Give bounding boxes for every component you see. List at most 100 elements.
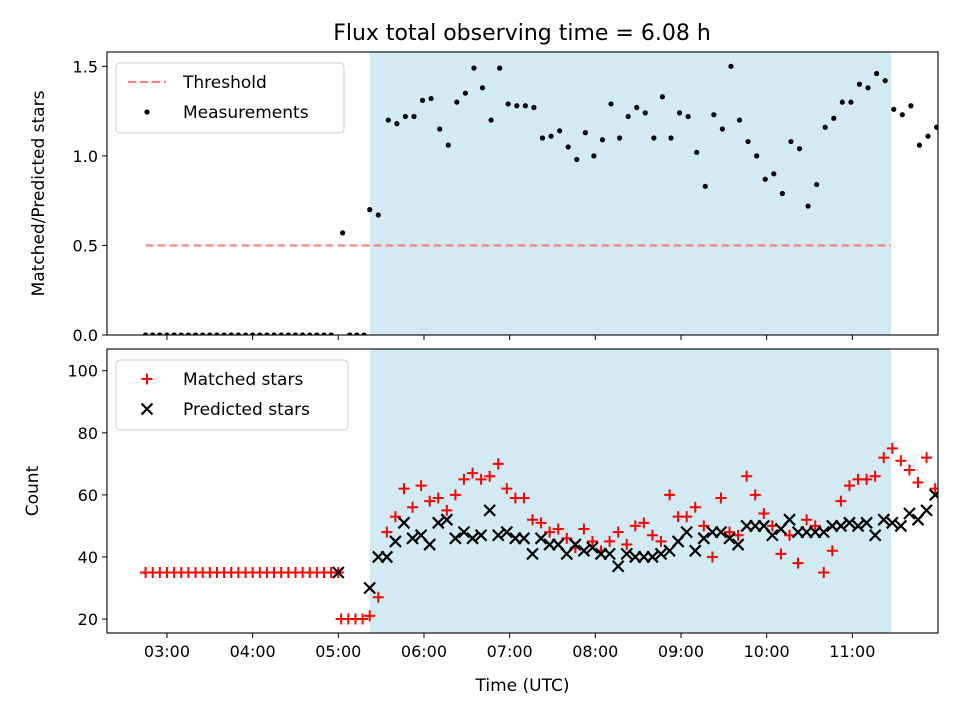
matched-stars-point bbox=[526, 514, 538, 526]
measurements-point bbox=[185, 332, 191, 335]
predicted-stars-point bbox=[569, 538, 582, 551]
predicted-stars-point bbox=[380, 550, 394, 564]
matched-stars-point bbox=[869, 470, 881, 482]
predicted-stars-point bbox=[714, 525, 728, 539]
x-tick-label: 11:00 bbox=[829, 642, 875, 661]
y-tick-label: 20 bbox=[78, 610, 98, 629]
measurements-point bbox=[616, 135, 623, 141]
measurements-point bbox=[557, 128, 563, 134]
matched-stars-point bbox=[758, 508, 770, 520]
measurements-point bbox=[271, 332, 277, 335]
x-tick-label: 05:00 bbox=[315, 642, 361, 661]
matched-stars-point bbox=[646, 529, 658, 541]
predicted-stars-point bbox=[577, 544, 591, 558]
measurements-point bbox=[257, 332, 263, 335]
predicted-stars-point bbox=[363, 581, 376, 595]
legend-matched-stars-swatch bbox=[141, 373, 153, 385]
matched-stars-point bbox=[484, 470, 496, 482]
matched-stars-point bbox=[475, 473, 487, 485]
observing-window bbox=[369, 349, 891, 633]
matched-stars-point bbox=[835, 495, 847, 507]
x-tick-label: 06:00 bbox=[401, 642, 447, 661]
measurements-point bbox=[805, 203, 811, 209]
measurements-point bbox=[788, 138, 794, 145]
predicted-stars-point bbox=[723, 532, 736, 545]
measurements-point bbox=[347, 332, 353, 335]
y-tick-label: 1.5 bbox=[73, 57, 98, 76]
measurements-point bbox=[831, 115, 837, 121]
measurements-point bbox=[307, 332, 313, 335]
measurements-point bbox=[497, 65, 503, 71]
measurements-point bbox=[694, 149, 700, 155]
chart-title: Flux total observing time = 6.08 h bbox=[333, 21, 711, 46]
measurements-point bbox=[856, 81, 863, 87]
matched-stars-point bbox=[372, 591, 384, 603]
matched-stars-point bbox=[749, 489, 761, 501]
y-tick-label: 80 bbox=[78, 424, 98, 443]
measurements-point bbox=[908, 103, 914, 109]
measurements-point bbox=[221, 332, 227, 335]
matched-stars-point bbox=[638, 517, 650, 529]
matched-stars-point bbox=[441, 504, 453, 516]
matched-stars-point bbox=[586, 535, 598, 547]
y-axis-label: Count bbox=[23, 465, 43, 516]
measurements-point bbox=[599, 137, 606, 143]
measurements-point bbox=[754, 153, 760, 159]
measurements-point bbox=[402, 113, 409, 120]
measurements-point bbox=[762, 176, 768, 182]
predicted-stars-point bbox=[406, 532, 419, 545]
measurements-point bbox=[925, 133, 931, 139]
predicted-stars-point bbox=[440, 513, 454, 526]
matched-stars-point bbox=[766, 520, 778, 532]
legend-threshold-label: Threshold bbox=[182, 73, 267, 93]
predicted-stars-point bbox=[491, 528, 505, 542]
matched-stars-point bbox=[432, 492, 444, 504]
measurements-point bbox=[591, 153, 597, 159]
measurements-point bbox=[454, 99, 460, 105]
matched-stars-point bbox=[929, 483, 938, 495]
measurements-point bbox=[292, 332, 299, 335]
measurements-point bbox=[164, 332, 170, 335]
matched-stars-point bbox=[681, 511, 693, 523]
predicted-stars-point bbox=[332, 566, 345, 579]
measurements-point bbox=[574, 156, 580, 163]
measurements-point bbox=[394, 121, 400, 127]
x-tick-label: 07:00 bbox=[487, 642, 533, 661]
predicted-stars-point bbox=[766, 528, 779, 542]
measurements-point bbox=[339, 230, 346, 236]
predicted-stars-point bbox=[817, 525, 831, 539]
predicted-stars-point bbox=[620, 547, 634, 561]
measurements-point bbox=[242, 332, 249, 335]
matched-stars-point bbox=[407, 501, 419, 513]
measurements-point bbox=[771, 171, 777, 177]
measurements-point bbox=[300, 332, 306, 335]
predicted-stars-point bbox=[586, 541, 599, 554]
measurements-point bbox=[796, 146, 803, 152]
measurements-point bbox=[548, 133, 554, 139]
measurements-point bbox=[411, 113, 417, 120]
measurements-point bbox=[933, 124, 938, 130]
measurements-point bbox=[745, 138, 751, 145]
predicted-stars-point bbox=[517, 532, 531, 545]
matched-stars-point bbox=[458, 473, 470, 485]
matched-stars-point bbox=[424, 495, 436, 507]
matched-stars-point bbox=[903, 464, 915, 476]
legend-box bbox=[115, 359, 349, 431]
x-tick-label: 04:00 bbox=[230, 642, 276, 661]
matched-stars-point bbox=[732, 529, 744, 541]
matched-stars-point bbox=[715, 492, 727, 504]
plot-frame bbox=[106, 51, 939, 336]
measurements-point bbox=[285, 332, 291, 335]
measurements-point bbox=[192, 332, 199, 335]
matched-stars-point bbox=[698, 520, 710, 532]
measurements-point bbox=[839, 99, 845, 105]
measurements-point bbox=[634, 104, 640, 111]
predicted-stars-point bbox=[783, 513, 796, 526]
matched-stars-point bbox=[775, 548, 787, 560]
measurements-point bbox=[367, 207, 373, 213]
measurements-point bbox=[779, 190, 785, 197]
matched-stars-point bbox=[724, 526, 736, 538]
measurements-point bbox=[668, 135, 674, 141]
measurements-point bbox=[728, 63, 734, 69]
predicted-stars-point bbox=[894, 519, 908, 533]
